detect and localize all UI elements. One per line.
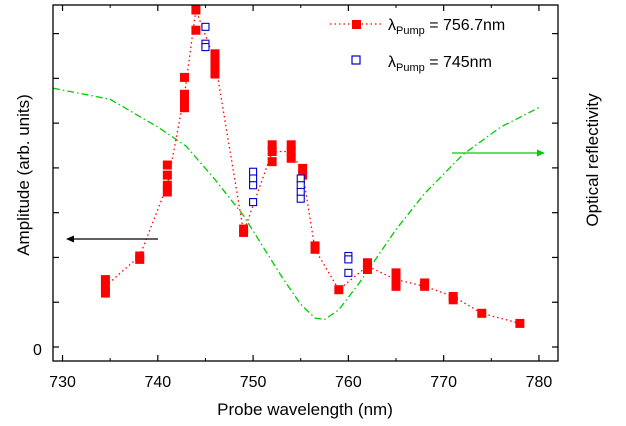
pump-756-point: [191, 5, 201, 15]
pump-756-point: [210, 69, 220, 79]
pump-745-point: [201, 22, 210, 31]
pump-756-point: [448, 291, 458, 301]
pump-756-point: [162, 180, 172, 190]
pump-756-point: [135, 251, 145, 261]
pump-756-point: [391, 268, 401, 278]
pump-745-point: [249, 181, 258, 190]
legend-text-745: λPump = 745nm: [388, 54, 492, 74]
pump-756-point: [162, 160, 172, 170]
right-axis-arrow: [452, 149, 545, 157]
pump-756-point: [267, 140, 277, 150]
x-tick-label: 750: [240, 374, 267, 391]
left-axis-arrow: [66, 235, 158, 243]
pump-756-point: [310, 241, 320, 251]
x-axis-label: Probe wavelength (nm): [217, 400, 393, 419]
pump-756-point: [267, 147, 277, 157]
pump-745-point: [249, 198, 258, 207]
y-tick-label-zero: 0: [33, 342, 42, 359]
pump-756-point: [362, 264, 372, 274]
legend-marker-filled-square: [352, 20, 361, 29]
pump-756-point: [420, 278, 430, 288]
pump-756-point: [286, 153, 296, 163]
pump-756-point: [477, 308, 487, 318]
pump-756-point: [286, 147, 296, 157]
pump-756-point: [210, 62, 220, 72]
pump-756-point: [391, 275, 401, 285]
pump-756-point: [100, 275, 110, 285]
plot-area-group: [52, 4, 559, 362]
pump-745-point: [249, 167, 258, 176]
pump-756-point: [179, 72, 189, 82]
pump-756-point: [179, 89, 189, 99]
y-axis-label-right: Optical reflectivity: [583, 93, 602, 227]
legend-entry-756: λPump = 756.7nm: [330, 17, 505, 37]
pump-756-point: [100, 281, 110, 291]
legend: λPump = 756.7nm λPump = 745nm: [330, 17, 505, 74]
pump-745-point: [344, 268, 353, 277]
legend-entry-745: λPump = 745nm: [351, 54, 492, 74]
pump-756-point: [362, 258, 372, 268]
x-tick-label: 760: [335, 374, 362, 391]
pump-756-point: [191, 25, 201, 35]
pump-756-point: [162, 170, 172, 180]
legend-marker-open-square: [351, 55, 361, 65]
pump-745-point: [296, 174, 305, 183]
x-tick-label: 770: [430, 374, 457, 391]
pump-756-point: [267, 157, 277, 167]
x-tick-labels: 730 740 750 760 770 780: [49, 374, 552, 391]
pump-756-point: [162, 187, 172, 197]
pump-756-point: [179, 96, 189, 106]
pump-745-point: [296, 187, 305, 197]
pump-756-point: [210, 49, 220, 59]
x-tick-label: 730: [49, 374, 76, 391]
pump-756-point: [286, 140, 296, 150]
pump-745-point: [201, 43, 210, 52]
y-axis-label-left: Amplitude (arb. units): [14, 94, 33, 256]
pump-756-point: [515, 318, 525, 328]
reflectivity-line: [52, 87, 540, 321]
pump-756-point: [298, 163, 308, 173]
pump-745-point: [296, 181, 305, 190]
pump-756-point: [100, 288, 110, 298]
pump-745-point: [344, 255, 353, 264]
pump-756-point: [391, 281, 401, 291]
pump-756-point: [210, 56, 220, 66]
pump-745-point: [249, 174, 258, 183]
pump-756-point: [334, 285, 344, 295]
pump-756-point: [239, 224, 249, 234]
pump-756-point: [179, 103, 189, 113]
x-tick-label: 780: [526, 374, 553, 391]
x-tick-label: 740: [144, 374, 171, 391]
series-layer: [52, 5, 540, 328]
pump-745-point: [296, 194, 305, 203]
legend-text-756: λPump = 756.7nm: [388, 17, 505, 37]
plot-frame: [52, 4, 559, 362]
